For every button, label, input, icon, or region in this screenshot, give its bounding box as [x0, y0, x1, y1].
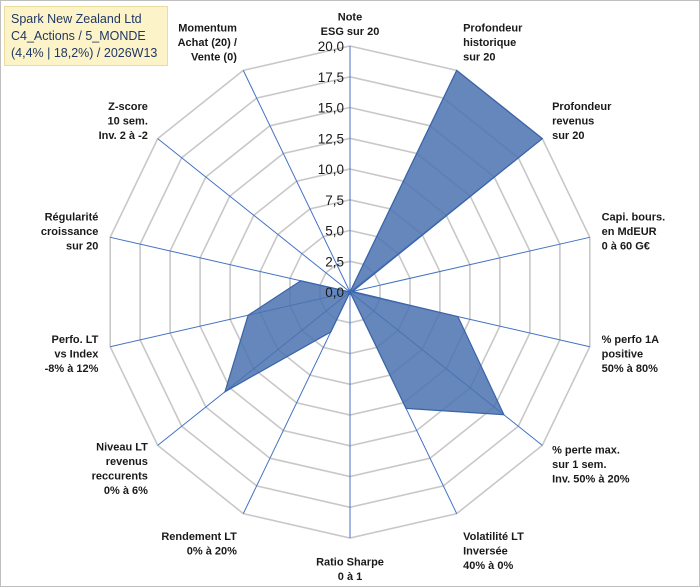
axis-label: Perfo. LT vs Index -8% à 12% — [45, 334, 100, 375]
axis-label: Z-score 10 sem. Inv. 2 à -2 — [99, 101, 148, 142]
tick-label: 7,5 — [325, 193, 344, 208]
tick-label: 10,0 — [318, 162, 344, 177]
tick-label: 2,5 — [325, 254, 344, 269]
company-name: Spark New Zealand Ltd — [11, 12, 142, 26]
chart-title-box: Spark New Zealand Ltd C4_Actions / 5_MON… — [4, 6, 168, 66]
tick-label: 20,0 — [318, 39, 344, 54]
tick-label: 12,5 — [318, 131, 344, 146]
axis-label: Momentum Achat (20) / Vente (0) — [178, 22, 238, 63]
axis-label: Profondeur revenus sur 20 — [552, 101, 612, 142]
axis-label: % perte max. sur 1 sem. Inv. 50% à 20% — [552, 445, 630, 486]
axis-label: Volatilité LT Inversée 40% à 0% — [463, 531, 524, 572]
axis-label: Profondeur historique sur 20 — [463, 22, 523, 63]
series-area — [223, 69, 544, 416]
tick-label: 5,0 — [325, 224, 344, 239]
radar-series — [223, 69, 544, 416]
radial-tick-labels: 0,0 2,5 5,0 7,5 10,0 12,5 15,0 17,5 20,0 — [318, 39, 344, 300]
axis-label: Note ESG sur 20 — [321, 12, 380, 39]
axis-label: Capi. bours. en MdEUR 0 à 60 G€ — [602, 211, 666, 252]
axis-label: % perfo 1A positive 50% à 80% — [602, 334, 660, 375]
category-label: C4_Actions / 5_MONDE — [11, 29, 146, 43]
tick-label: 17,5 — [318, 70, 344, 85]
axis-spoke — [242, 70, 351, 293]
axis-label: Niveau LT revenus reccurents 0% à 6% — [92, 441, 149, 497]
score-period: (4,4% | 18,2%) / 2026W13 — [11, 46, 158, 60]
axis-label: Régularité croissance sur 20 — [41, 211, 98, 252]
tick-label: 15,0 — [318, 101, 344, 116]
axis-label: Ratio Sharpe 0 à 1 — [316, 557, 384, 584]
axis-label: Rendement LT 0% à 20% — [161, 531, 237, 558]
axis-spoke — [349, 236, 590, 293]
tick-label: 0,0 — [325, 285, 344, 300]
axis-labels: Note ESG sur 20 Profondeur historique sur 20… — [41, 12, 665, 584]
axis-spoke — [157, 138, 351, 293]
